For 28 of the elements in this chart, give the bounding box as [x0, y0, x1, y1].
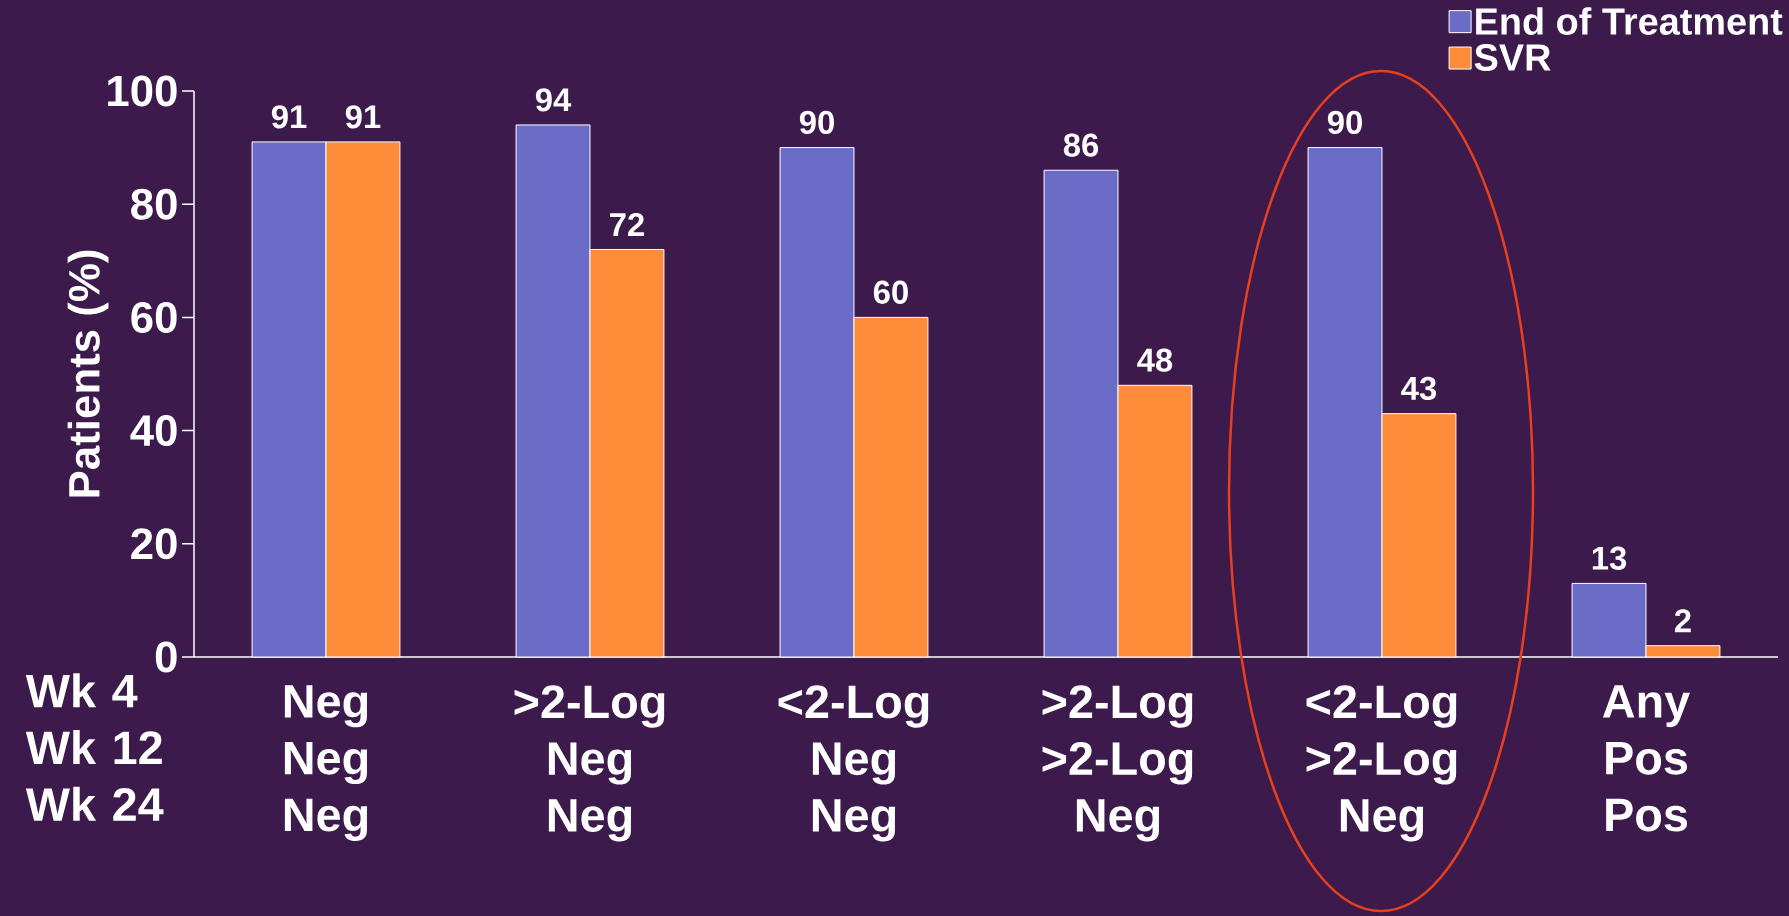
data-label: 13 — [1592, 546, 1627, 570]
data-label: 91 — [271, 105, 307, 129]
data-label: 90 — [1327, 110, 1362, 135]
x-axis-title: Wk 4 Wk 12 Wk 24 — [25, 673, 164, 821]
data-label: 2 — [1674, 609, 1691, 633]
x-tick-label: >2-Log Neg Neg — [514, 685, 665, 842]
data-label: 72 — [610, 213, 644, 236]
y-axis-title: Patients (%) — [67, 250, 109, 497]
data-label: 48 — [1137, 348, 1173, 372]
data-label: 43 — [1401, 376, 1437, 401]
x-tick-label: <2-Log >2-Log Neg — [1306, 685, 1457, 842]
y-tick-label: 20 — [131, 528, 177, 560]
y-tick-label: 40 — [130, 415, 177, 447]
data-label: 60 — [873, 280, 908, 304]
y-tick-label: 0 — [155, 641, 177, 673]
data-label: 91 — [345, 105, 381, 129]
data-label: 90 — [799, 110, 834, 135]
y-tick-label: 60 — [131, 301, 177, 333]
x-tick-label: >2-Log >2-Log Neg — [1042, 685, 1193, 842]
y-tick-label: 80 — [131, 188, 177, 220]
x-tick-label: Any Pos Pos — [1602, 685, 1690, 832]
legend-label: SVR — [1474, 44, 1551, 71]
data-label: 94 — [535, 88, 572, 112]
data-label: 86 — [1063, 133, 1099, 157]
x-tick-label: <2-Log Neg Neg — [778, 685, 929, 842]
legend-label: End of Treatment — [1476, 7, 1783, 35]
y-tick-label: 100 — [108, 75, 177, 107]
x-tick-label: Neg Neg Neg — [284, 685, 368, 841]
